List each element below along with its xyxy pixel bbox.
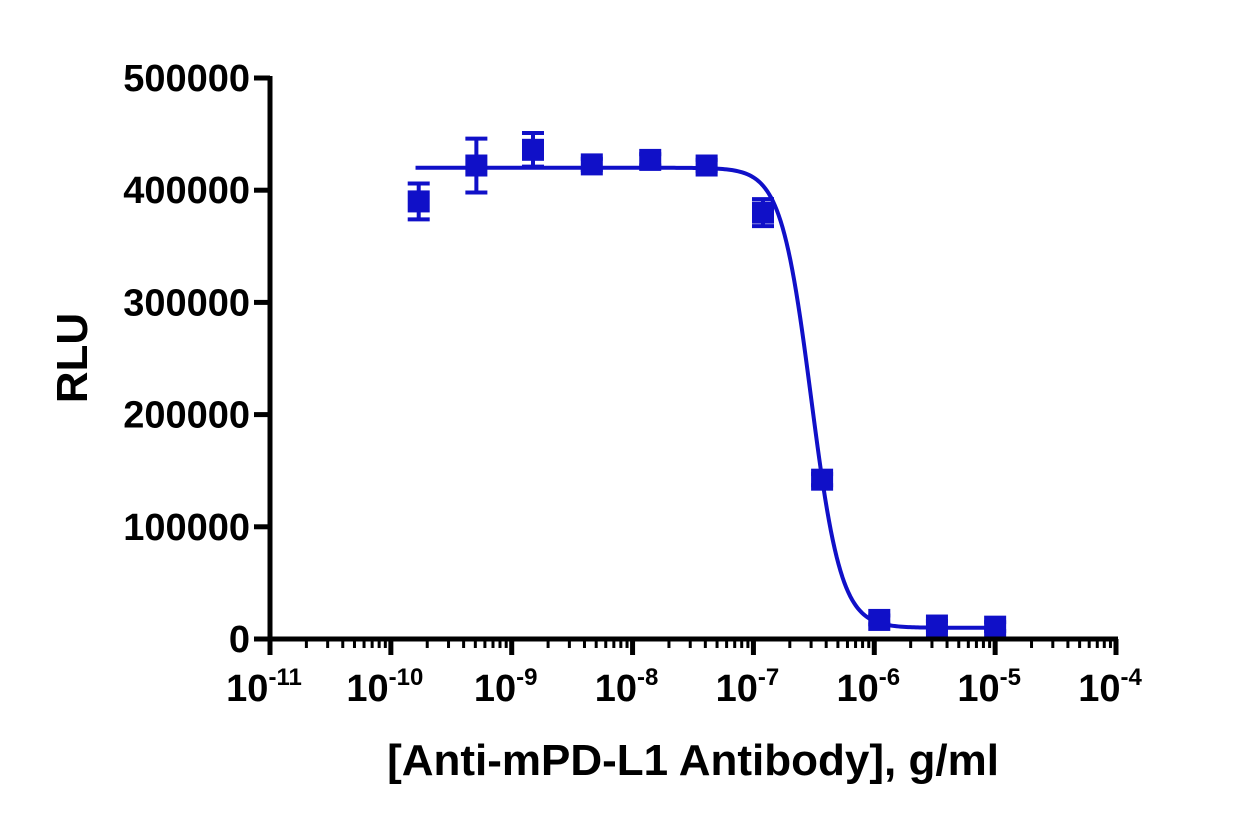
x-tick-label: 10-6 xyxy=(836,664,900,710)
y-tick-label: 300000 xyxy=(123,282,250,324)
y-tick-label: 500000 xyxy=(123,58,250,100)
data-point xyxy=(925,614,948,637)
point-marker xyxy=(811,468,834,491)
x-axis-title: [Anti-mPD-L1 Antibody], g/ml xyxy=(387,736,999,785)
data-point xyxy=(984,615,1007,638)
plot-area xyxy=(407,130,1007,638)
data-point xyxy=(639,148,662,171)
point-marker xyxy=(521,138,544,161)
x-tick-label: 10-7 xyxy=(716,664,780,710)
y-tick-label: 0 xyxy=(229,619,250,661)
y-axis: 0 100000 200000 300000 400000 500000 xyxy=(123,58,273,661)
x-tick-label: 10-8 xyxy=(595,664,659,710)
point-marker xyxy=(407,190,430,213)
point-marker xyxy=(465,154,488,177)
data-point xyxy=(521,130,544,169)
data-point xyxy=(811,468,834,491)
y-tick-label: 400000 xyxy=(123,170,250,212)
y-tick-label: 200000 xyxy=(123,395,250,437)
y-tick-label: 100000 xyxy=(123,507,250,549)
data-point xyxy=(695,154,718,177)
data-point xyxy=(407,181,430,222)
point-marker xyxy=(925,614,948,637)
point-marker xyxy=(984,615,1007,638)
point-marker xyxy=(695,154,718,177)
x-axis: 10-11 10-10 10-9 10-8 10-7 10-6 10-5 10-4 xyxy=(226,636,1142,710)
point-marker xyxy=(751,201,774,224)
y-axis-title: RLU xyxy=(48,313,97,403)
x-tick-label: 10-4 xyxy=(1078,664,1142,710)
data-point xyxy=(580,153,603,176)
fit-curve xyxy=(415,165,996,630)
data-point xyxy=(868,608,891,631)
x-tick-label: 10-5 xyxy=(957,664,1021,710)
x-tick-label: 10-10 xyxy=(346,664,423,710)
x-tick-label: 10-9 xyxy=(474,664,538,710)
data-point xyxy=(751,197,774,229)
x-tick-label: 10-11 xyxy=(226,664,302,710)
point-marker xyxy=(639,148,662,171)
point-marker xyxy=(868,608,891,631)
data-point xyxy=(465,136,488,195)
point-marker xyxy=(580,153,603,176)
